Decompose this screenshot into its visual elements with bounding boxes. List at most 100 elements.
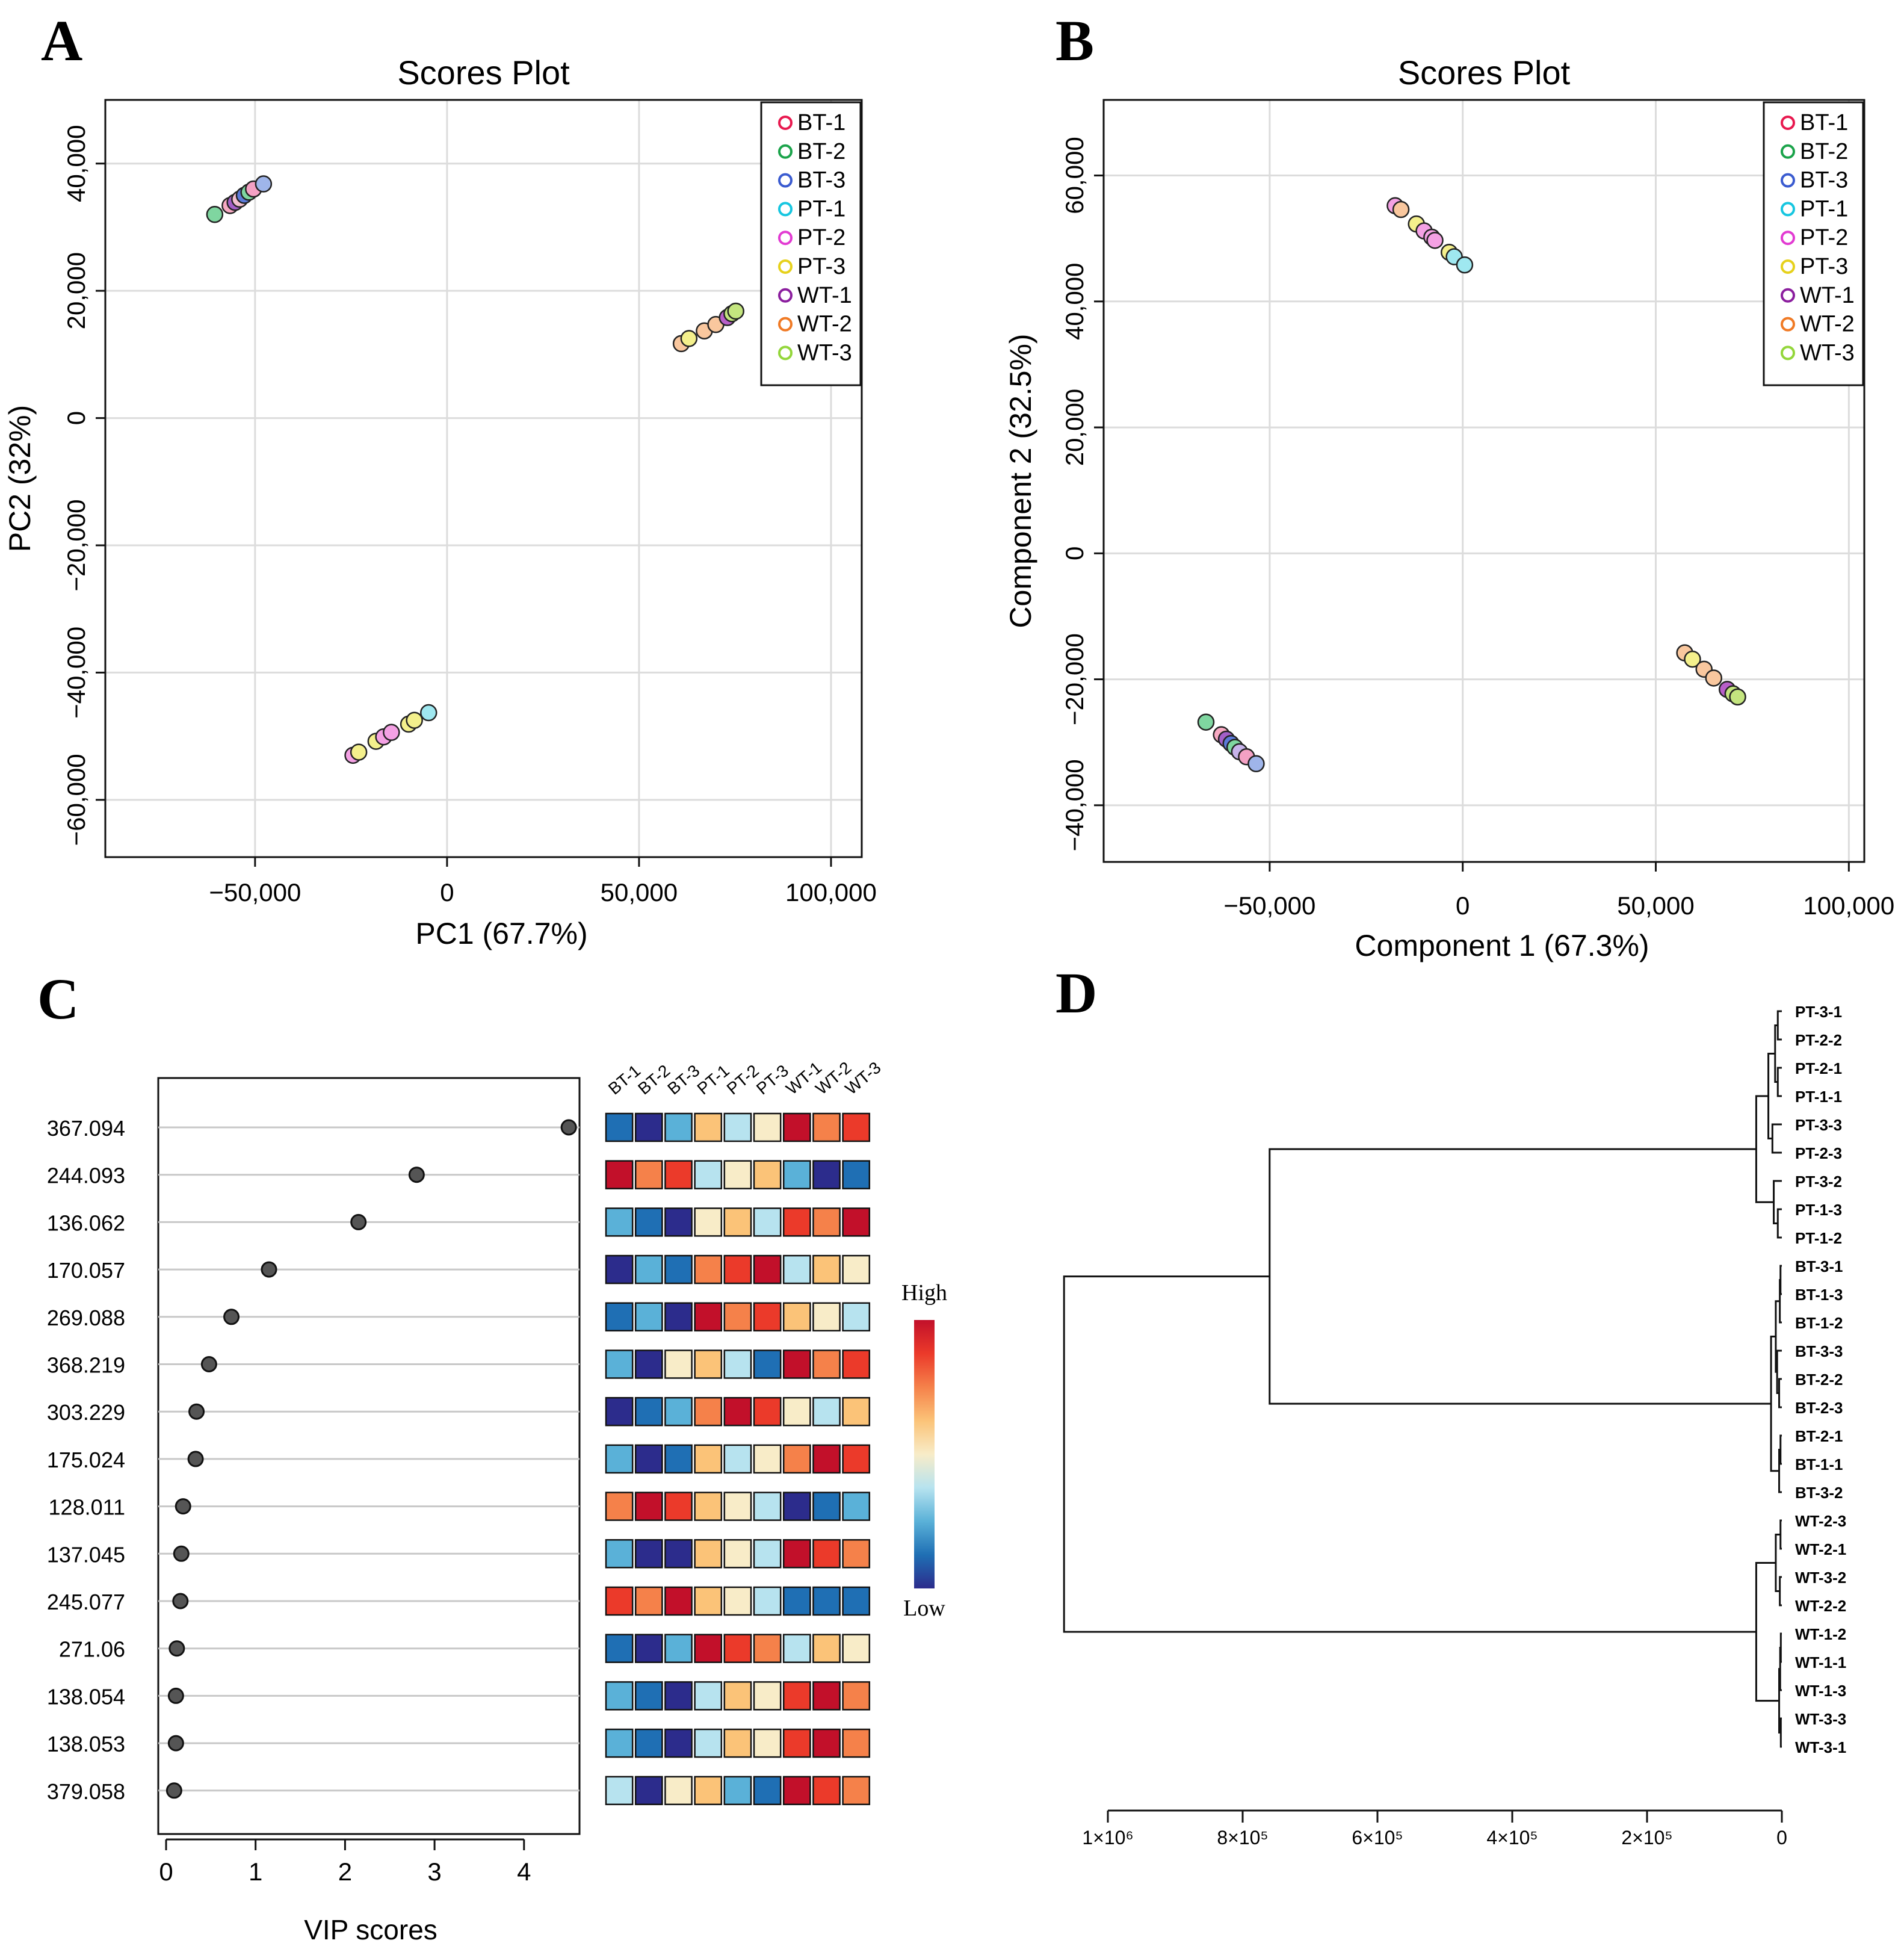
panel-b-legend-label: PT-2 <box>1800 225 1848 250</box>
panel-c-heatmap-cell <box>605 1728 634 1758</box>
panel-c-heatmap-cell <box>694 1776 723 1806</box>
panel-c-heatmap-cell <box>634 1776 663 1806</box>
panel-c-heatmap-cell <box>605 1586 634 1616</box>
panel-b-legend-marker <box>1781 173 1795 188</box>
panel-c-heatmap-cell <box>753 1492 782 1521</box>
panel-c-feature-label: 170.057 <box>47 1258 125 1283</box>
panel-c-feature-label: 138.053 <box>47 1732 125 1756</box>
panel-b-data-point <box>1392 200 1410 218</box>
panel-c-heatmap-cell <box>812 1254 841 1284</box>
panel-c-vip-point <box>187 1451 204 1467</box>
panel-b-legend-label: WT-2 <box>1800 312 1855 337</box>
panel-d-leaf-label: PT-1-3 <box>1795 1201 1842 1219</box>
panel-b-xtick-label: −50,000 <box>1223 891 1315 920</box>
panel-c-xtick-label: 1 <box>249 1857 262 1886</box>
panel-c-heatmap-cell <box>753 1634 782 1663</box>
panel-c-vip-point <box>188 1403 205 1420</box>
panel-c-heatmap-cell <box>753 1112 782 1142</box>
panel-d-leaf-label: PT-2-1 <box>1795 1059 1842 1077</box>
panel-c-heatmap-cell <box>812 1444 841 1474</box>
panel-c-heatmap-cell <box>842 1349 871 1379</box>
panel-d-leaf-label: PT-2-3 <box>1795 1144 1842 1162</box>
panel-c-heatmap-cell <box>694 1207 723 1237</box>
panel-c-heatmap-cell <box>664 1586 693 1616</box>
panel-b-legend-label: BT-2 <box>1800 139 1848 164</box>
panel-c-heatmap-cell <box>664 1776 693 1806</box>
panel-a-xtick-label: 50,000 <box>601 878 678 906</box>
panel-a-data-point <box>420 704 437 722</box>
panel-a-data-point <box>206 206 224 223</box>
panel-c-feature-label: 136.062 <box>47 1210 125 1235</box>
panel-c-heatmap-cell <box>753 1302 782 1332</box>
panel-b-legend-marker <box>1781 259 1795 274</box>
panel-c-heatmap-cell <box>782 1254 811 1284</box>
panel-b-xtick-label: 0 <box>1456 891 1470 920</box>
panel-c-vip-point <box>408 1166 425 1183</box>
panel-c-heatmap-cell <box>812 1492 841 1521</box>
panel-b-legend-label: PT-3 <box>1800 254 1848 279</box>
panel-d-leaf-label: WT-2-1 <box>1795 1540 1846 1558</box>
panel-d-leaf-label: BT-1-1 <box>1795 1455 1843 1473</box>
panel-c-heatmap-cell <box>842 1634 871 1663</box>
panel-d-leaf-label: WT-2-2 <box>1795 1597 1846 1615</box>
panel-d-xtick-label: 1×10⁶ <box>1082 1827 1133 1848</box>
panel-c-heatmap-cell <box>694 1302 723 1332</box>
panel-b-legend-label: WT-1 <box>1800 283 1855 308</box>
panel-b-data-point <box>1247 755 1265 773</box>
panel-c-vip-point <box>175 1498 191 1515</box>
panel-d-leaf-label: WT-1-3 <box>1795 1682 1846 1700</box>
panel-d-leaf-label: BT-2-1 <box>1795 1427 1843 1445</box>
panel-b-legend-label: BT-1 <box>1800 110 1848 135</box>
panel-c-vip-point <box>173 1545 190 1562</box>
panel-c-heatmap-cell <box>753 1396 782 1427</box>
panel-c-heatmap-cell <box>723 1302 752 1332</box>
panel-c-heatmap-cell <box>842 1728 871 1758</box>
panel-b-data-point <box>1729 688 1746 706</box>
panel-c-heatmap-cell <box>842 1492 871 1521</box>
panel-a-scores-plot: Scores Plot −50,000 0 50,000 100,000 −60,000 −… <box>3 54 877 950</box>
panel-b-ytick-label: 20,000 <box>1060 389 1089 466</box>
panel-a-plot-frame <box>104 99 863 858</box>
panel-a-legend-marker <box>778 288 793 303</box>
panel-c-feature-label: 244.093 <box>47 1163 125 1188</box>
panel-c-heatmap-cell <box>694 1112 723 1142</box>
panel-d-xtick-label: 6×10⁵ <box>1352 1827 1403 1848</box>
panel-c-heatmap-cell <box>694 1160 723 1189</box>
panel-d-leaf-label: WT-1-2 <box>1795 1625 1846 1643</box>
panel-c-heatmap-cell <box>634 1492 663 1521</box>
panel-c-heatmap-cell <box>723 1634 752 1663</box>
panel-b-legend-marker <box>1781 317 1795 332</box>
panel-c-heatmap-cell <box>605 1160 634 1189</box>
panel-b-data-point <box>1426 232 1444 249</box>
panel-c-vip-point <box>167 1687 184 1704</box>
panel-c-heatmap-cell <box>634 1586 663 1616</box>
panel-a-data-point <box>727 302 744 320</box>
panel-c-heatmap-cell <box>664 1349 693 1379</box>
panel-c-heatmap-cell <box>782 1492 811 1521</box>
panel-b-legend-marker <box>1781 288 1795 303</box>
panel-c-vip-plot: 367.094 244.093 136.062 170.057 269.088 368.2… <box>47 1058 947 1945</box>
panel-c-heatmap-cell <box>634 1207 663 1237</box>
panel-c-feature-label: 175.024 <box>47 1448 125 1472</box>
panel-c-heatmap-cell <box>694 1586 723 1616</box>
panel-d-dendrogram: PT-3-1 PT-2-2 PT-2-1 PT-1-1 PT-3-3 PT-2-3 PT-3… <box>1063 1003 1846 1848</box>
panel-c-heatmap-cell <box>634 1728 663 1758</box>
panel-c-xtick-label: 4 <box>517 1857 531 1886</box>
panel-c-feature-label: 138.054 <box>47 1684 125 1709</box>
panel-d-xtick-label: 4×10⁵ <box>1486 1827 1538 1848</box>
panel-d-leaf-label: PT-2-2 <box>1795 1031 1842 1049</box>
panel-c-feature-label: 379.058 <box>47 1779 125 1804</box>
panel-a-legend-label: BT-2 <box>797 139 845 164</box>
panel-b-ytick-label: −40,000 <box>1060 759 1089 851</box>
panel-c-heatmap-cell <box>664 1112 693 1142</box>
panel-c-heatmap-cell <box>634 1302 663 1332</box>
panel-a-title: Scores Plot <box>397 54 570 91</box>
panel-c-colorbar-high-label: High <box>901 1280 947 1306</box>
panel-c-heatmap-cell <box>842 1681 871 1711</box>
panel-c-heatmap-cell <box>753 1254 782 1284</box>
panel-a-legend-label: BT-1 <box>797 110 845 135</box>
panel-d-leaf-label: WT-3-3 <box>1795 1710 1846 1728</box>
panel-c-feature-label: 128.011 <box>49 1495 125 1520</box>
panel-c-heatmap-cell <box>723 1444 752 1474</box>
